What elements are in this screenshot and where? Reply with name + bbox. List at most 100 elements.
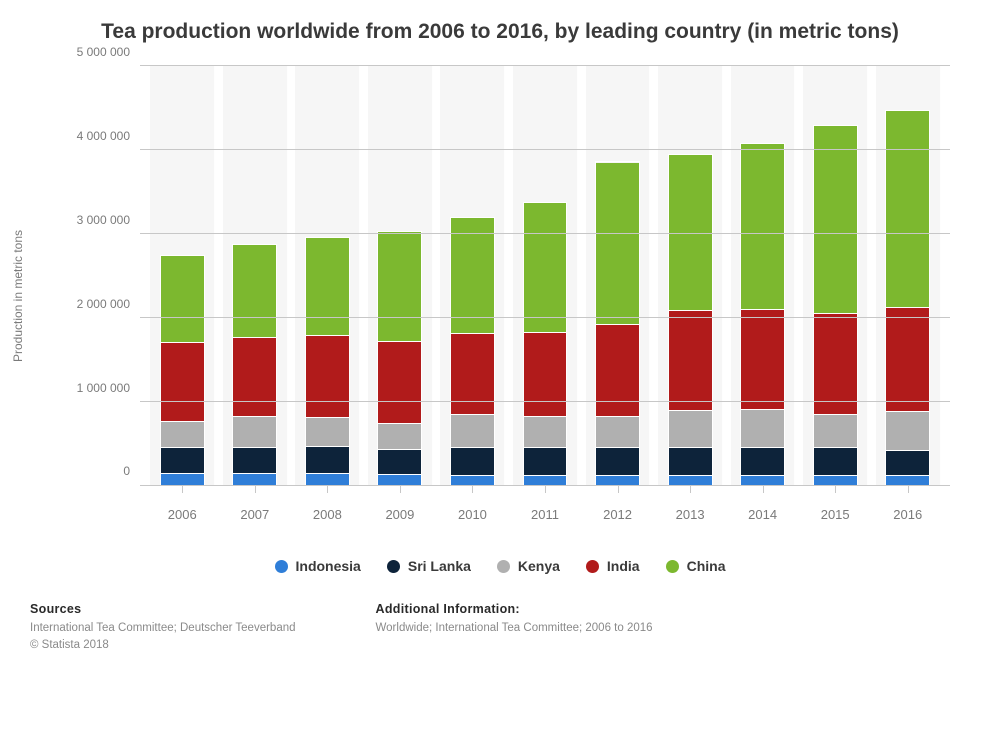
bar-stack bbox=[813, 125, 858, 485]
legend-label: India bbox=[607, 558, 640, 574]
bar-stack bbox=[305, 237, 350, 485]
chart-area: Production in metric tons 20062007200820… bbox=[80, 56, 970, 536]
legend-swatch bbox=[586, 560, 599, 573]
bar-segment bbox=[596, 324, 639, 417]
bar-segment bbox=[814, 475, 857, 485]
bar-column: 2013 bbox=[654, 66, 727, 485]
bar-segment bbox=[161, 342, 204, 421]
bar-stack bbox=[232, 244, 277, 485]
grid-line bbox=[140, 317, 950, 318]
bar-segment bbox=[524, 447, 567, 475]
bar-stack bbox=[523, 202, 568, 486]
bar-segment bbox=[596, 163, 639, 324]
y-tick-label: 5 000 000 bbox=[77, 45, 130, 59]
bar-segment bbox=[233, 245, 276, 337]
bar-column: 2015 bbox=[799, 66, 872, 485]
x-tick-label: 2009 bbox=[385, 507, 414, 522]
x-tick-label: 2016 bbox=[893, 507, 922, 522]
bar-stack bbox=[885, 110, 930, 486]
bar-segment bbox=[814, 414, 857, 447]
bar-segment bbox=[741, 309, 784, 408]
bar-segment bbox=[814, 126, 857, 312]
bar-stack bbox=[668, 154, 713, 485]
grid-line bbox=[140, 149, 950, 150]
legend-item: Kenya bbox=[497, 558, 560, 574]
sources-heading: Sources bbox=[30, 602, 296, 616]
bar-segment bbox=[814, 313, 857, 414]
chart-title: Tea production worldwide from 2006 to 20… bbox=[0, 0, 1000, 56]
bar-segment bbox=[378, 449, 421, 473]
y-tick-label: 0 bbox=[123, 464, 130, 478]
x-tick-mark bbox=[690, 485, 691, 493]
additional-info-block: Additional Information: Worldwide; Inter… bbox=[376, 602, 653, 653]
bar-stack bbox=[740, 143, 785, 485]
bar-segment bbox=[451, 447, 494, 475]
bar-column: 2014 bbox=[726, 66, 799, 485]
x-tick-label: 2011 bbox=[531, 507, 559, 522]
x-tick-mark bbox=[835, 485, 836, 493]
bar-segment bbox=[161, 447, 204, 473]
x-tick-mark bbox=[908, 485, 909, 493]
bar-segment bbox=[161, 256, 204, 342]
bar-segment bbox=[306, 417, 349, 446]
x-tick-label: 2015 bbox=[821, 507, 850, 522]
grid-line bbox=[140, 65, 950, 66]
bar-column: 2010 bbox=[436, 66, 509, 485]
y-axis-label: Production in metric tons bbox=[11, 230, 25, 362]
footer: Sources International Tea Committee; Deu… bbox=[0, 574, 1000, 653]
bar-segment bbox=[886, 475, 929, 485]
legend-item: China bbox=[666, 558, 726, 574]
legend: Indonesia Sri Lanka Kenya India China bbox=[0, 558, 1000, 574]
legend-item: India bbox=[586, 558, 640, 574]
bar-segment bbox=[161, 473, 204, 486]
sources-block: Sources International Tea Committee; Deu… bbox=[30, 602, 296, 653]
x-tick-mark bbox=[400, 485, 401, 493]
legend-swatch bbox=[497, 560, 510, 573]
sources-text: International Tea Committee; Deutscher T… bbox=[30, 620, 296, 637]
bar-stack bbox=[450, 217, 495, 485]
plot-area: 2006200720082009201020112012201320142015… bbox=[140, 66, 950, 486]
bar-column: 2012 bbox=[581, 66, 654, 485]
bar-segment bbox=[524, 332, 567, 416]
bar-segment bbox=[378, 341, 421, 423]
legend-swatch bbox=[387, 560, 400, 573]
bar-segment bbox=[306, 238, 349, 335]
grid-line bbox=[140, 401, 950, 402]
bar-segment bbox=[233, 337, 276, 416]
x-tick-label: 2006 bbox=[168, 507, 197, 522]
bar-column: 2008 bbox=[291, 66, 364, 485]
y-tick-label: 3 000 000 bbox=[77, 213, 130, 227]
bar-segment bbox=[669, 447, 712, 475]
bar-segment bbox=[669, 410, 712, 447]
legend-label: China bbox=[687, 558, 726, 574]
bar-column: 2009 bbox=[364, 66, 437, 485]
x-tick-label: 2008 bbox=[313, 507, 342, 522]
legend-label: Sri Lanka bbox=[408, 558, 471, 574]
x-tick-mark bbox=[618, 485, 619, 493]
bar-segment bbox=[524, 416, 567, 448]
bar-segment bbox=[886, 411, 929, 451]
bars-container: 2006200720082009201020112012201320142015… bbox=[140, 66, 950, 485]
bar-segment bbox=[451, 475, 494, 486]
bar-segment bbox=[306, 473, 349, 486]
grid-line bbox=[140, 233, 950, 234]
x-tick-mark bbox=[763, 485, 764, 493]
bar-segment bbox=[451, 414, 494, 447]
x-tick-mark bbox=[545, 485, 546, 493]
bar-segment bbox=[886, 307, 929, 411]
bar-column: 2006 bbox=[146, 66, 219, 485]
bar-column: 2007 bbox=[219, 66, 292, 485]
bar-segment bbox=[741, 475, 784, 485]
x-tick-label: 2012 bbox=[603, 507, 632, 522]
bar-segment bbox=[233, 473, 276, 486]
x-tick-mark bbox=[327, 485, 328, 493]
bar-segment bbox=[741, 144, 784, 309]
legend-label: Kenya bbox=[518, 558, 560, 574]
x-tick-mark bbox=[182, 485, 183, 493]
bar-segment bbox=[378, 232, 421, 341]
bar-stack bbox=[595, 161, 640, 485]
legend-item: Indonesia bbox=[275, 558, 361, 574]
bar-segment bbox=[378, 474, 421, 486]
y-tick-label: 1 000 000 bbox=[77, 381, 130, 395]
bar-segment bbox=[596, 475, 639, 485]
